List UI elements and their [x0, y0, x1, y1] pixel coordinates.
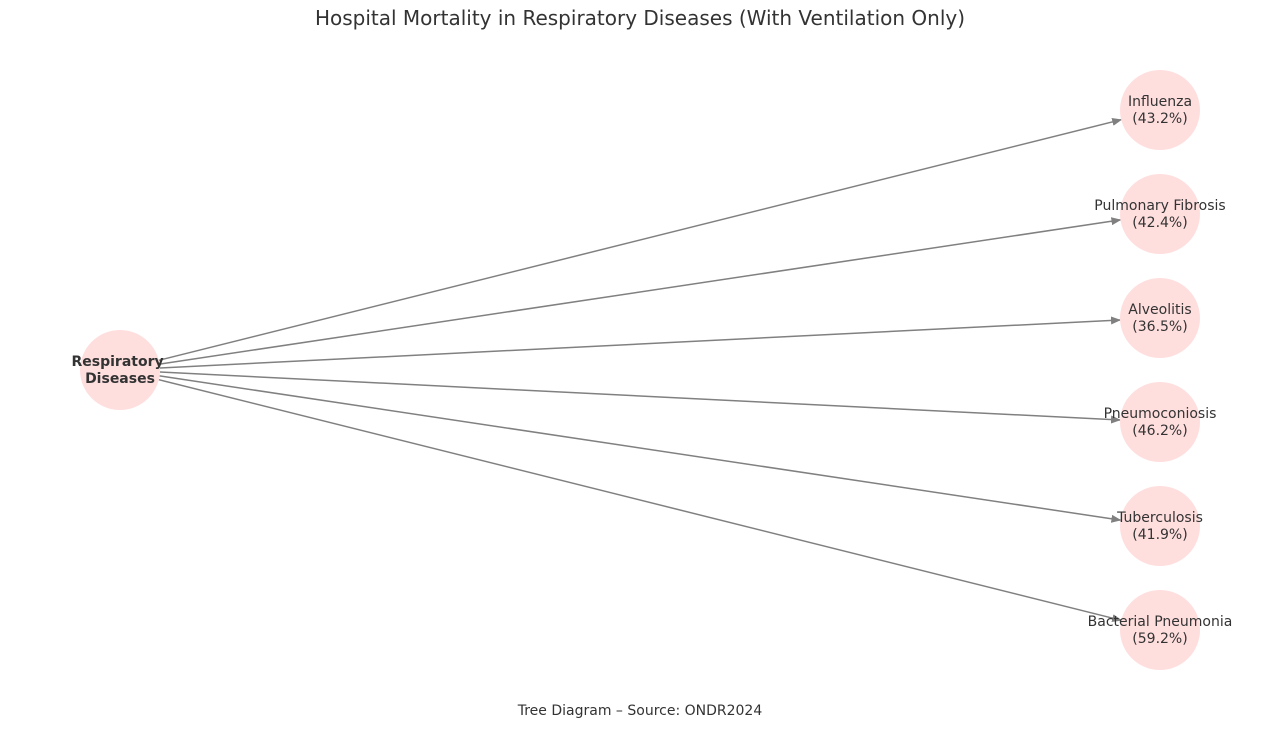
node-pneumoconiosis: Pneumoconiosis (46.2%) — [1104, 382, 1217, 462]
diagram-caption: Tree Diagram – Source: ONDR2024 — [517, 703, 763, 719]
node-label-alveolitis: Alveolitis (36.5%) — [1128, 302, 1191, 335]
node-name: Alveolitis — [1128, 302, 1191, 318]
node-value: (36.5%) — [1132, 319, 1187, 335]
node-tuberculosis: Tuberculosis (41.9%) — [1116, 486, 1203, 566]
node-alveolitis: Alveolitis (36.5%) — [1120, 278, 1200, 358]
edge-to-pulmonary-fibrosis — [159, 217, 1122, 365]
node-label-tuberculosis: Tuberculosis (41.9%) — [1116, 510, 1203, 543]
edge-to-influenza — [158, 118, 1123, 362]
node-name: Influenza — [1128, 94, 1192, 110]
root-node-circle — [80, 330, 160, 410]
node-name: Bacterial Pneumonia — [1088, 614, 1233, 630]
node-circle-influenza — [1120, 70, 1200, 150]
node-pulmonary-fibrosis: Pulmonary Fibrosis (42.4%) — [1094, 174, 1226, 254]
edge-to-alveolitis — [159, 316, 1121, 369]
node-value: (46.2%) — [1132, 423, 1187, 439]
node-value: (59.2%) — [1132, 631, 1187, 647]
root-node: Respiratory Diseases — [72, 330, 169, 410]
nodes-layer: Respiratory Diseases Influenza (43.2%) Pul… — [72, 70, 1233, 670]
node-bacterial-pneumonia: Bacterial Pneumonia (59.2%) — [1088, 590, 1233, 670]
node-value: (43.2%) — [1132, 111, 1187, 127]
node-value: (41.9%) — [1132, 527, 1187, 543]
node-circle-pulmonary-fibrosis — [1120, 174, 1200, 254]
node-name: Pulmonary Fibrosis — [1094, 198, 1225, 214]
node-label-influenza: Influenza (43.2%) — [1128, 94, 1192, 127]
root-label-line1: Respiratory — [72, 354, 164, 370]
node-name: Pneumoconiosis — [1104, 406, 1217, 422]
node-label-pneumoconiosis: Pneumoconiosis (46.2%) — [1104, 406, 1217, 439]
node-circle-tuberculosis — [1120, 486, 1200, 566]
node-circle-bacterial-pneumonia — [1120, 590, 1200, 670]
root-label-line2: Diseases — [85, 371, 155, 387]
edge-to-bacterial-pneumonia — [158, 378, 1123, 622]
node-circle-pneumoconiosis — [1120, 382, 1200, 462]
node-influenza: Influenza (43.2%) — [1120, 70, 1200, 150]
diagram-title: Hospital Mortality in Respiratory Diseas… — [314, 6, 966, 30]
node-value: (42.4%) — [1132, 215, 1187, 231]
node-label-bacterial-pneumonia: Bacterial Pneumonia (59.2%) — [1088, 614, 1233, 647]
edge-to-pneumoconiosis — [159, 371, 1121, 424]
node-circle-alveolitis — [1120, 278, 1200, 358]
edges-layer — [158, 118, 1123, 622]
edge-to-tuberculosis — [159, 375, 1122, 523]
node-label-pulmonary-fibrosis: Pulmonary Fibrosis (42.4%) — [1094, 198, 1225, 231]
root-node-label: Respiratory Diseases — [72, 354, 169, 387]
node-name: Tuberculosis — [1116, 510, 1203, 526]
